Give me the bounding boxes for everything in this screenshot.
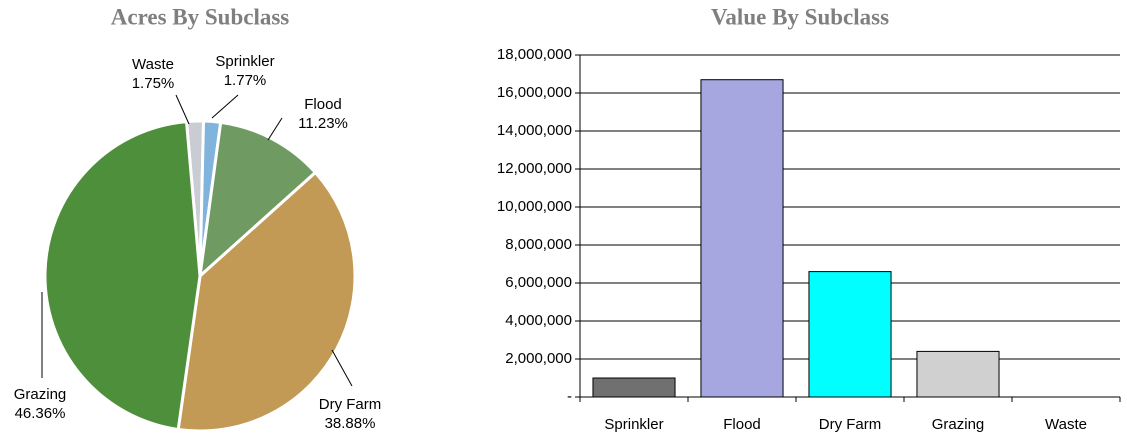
- leader-line: [212, 95, 238, 118]
- y-tick-label: 6,000,000: [505, 274, 572, 291]
- slice-value-label: 1.75%: [132, 75, 175, 92]
- y-tick-label: 4,000,000: [505, 312, 572, 329]
- y-tick-label: 12,000,000: [497, 160, 572, 177]
- leader-line: [332, 350, 352, 386]
- y-tick-label: 16,000,000: [497, 84, 572, 101]
- slice-value-label: 1.77%: [224, 72, 267, 89]
- pie-slice: [45, 122, 200, 430]
- slice-label: Flood: [304, 96, 342, 113]
- pie-title: Acres By Subclass: [111, 4, 290, 29]
- bar: [701, 80, 783, 397]
- x-tick-label: Flood: [723, 416, 761, 433]
- dashboard: Acres By Subclass Value By Subclass Wast…: [0, 0, 1127, 436]
- y-tick-label: 10,000,000: [497, 198, 572, 215]
- bar-title: Value By Subclass: [711, 4, 889, 29]
- x-tick-label: Waste: [1045, 416, 1087, 433]
- x-tick-label: Dry Farm: [819, 416, 882, 433]
- slice-label: Waste: [132, 56, 174, 73]
- y-tick-label: 14,000,000: [497, 122, 572, 139]
- slice-value-label: 11.23%: [298, 115, 348, 132]
- y-tick-label: 18,000,000: [497, 46, 572, 63]
- slice-value-label: 38.88%: [325, 415, 376, 432]
- slice-label: Grazing: [14, 386, 67, 403]
- y-tick-label: 8,000,000: [505, 236, 572, 253]
- bar: [593, 378, 675, 397]
- x-tick-label: Grazing: [932, 416, 985, 433]
- leader-line: [176, 95, 189, 124]
- bar: [917, 351, 999, 397]
- y-tick-label: -: [567, 388, 572, 405]
- bar: [809, 272, 891, 397]
- y-tick-label: 2,000,000: [505, 350, 572, 367]
- slice-value-label: 46.36%: [15, 405, 66, 422]
- leader-line: [268, 118, 282, 140]
- x-tick-label: Sprinkler: [604, 416, 663, 433]
- slice-label: Sprinkler: [215, 53, 274, 70]
- slice-label: Dry Farm: [319, 396, 382, 413]
